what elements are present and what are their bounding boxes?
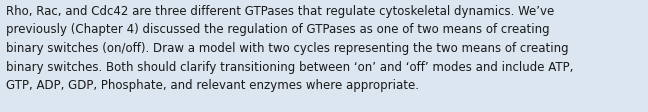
Text: Rho, Rac, and Cdc42 are three different GTPases that regulate cytoskeletal dynam: Rho, Rac, and Cdc42 are three different … [6,5,554,18]
Text: binary switches. Both should clarify transitioning between ‘on’ and ‘off’ modes : binary switches. Both should clarify tra… [6,60,573,73]
Text: binary switches (on/off). Draw a model with two cycles representing the two mean: binary switches (on/off). Draw a model w… [6,42,569,55]
Text: GTP, ADP, GDP, Phosphate, and relevant enzymes where appropriate.: GTP, ADP, GDP, Phosphate, and relevant e… [6,79,419,92]
Text: previously (Chapter 4) discussed the regulation of GTPases as one of two means o: previously (Chapter 4) discussed the reg… [6,24,550,37]
